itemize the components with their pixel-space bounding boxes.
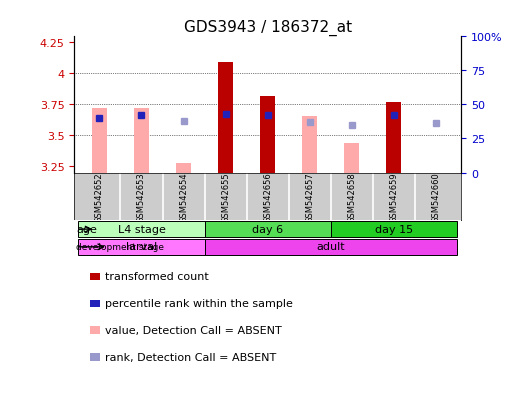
Text: adult: adult [316, 242, 345, 252]
Bar [92, 109, 107, 173]
Bar [260, 97, 275, 173]
Text: GSM542652: GSM542652 [95, 172, 104, 222]
Text: GSM542656: GSM542656 [263, 172, 272, 222]
Title: GDS3943 / 186372_at: GDS3943 / 186372_at [183, 20, 352, 36]
Bar [218, 63, 233, 173]
Bar [331, 222, 457, 237]
Bar [386, 103, 401, 173]
Text: value, Detection Call = ABSENT: value, Detection Call = ABSENT [105, 325, 281, 335]
Text: percentile rank within the sample: percentile rank within the sample [105, 299, 293, 309]
Bar [78, 222, 205, 237]
Bar [205, 239, 457, 255]
Bar [78, 239, 205, 255]
Text: L4 stage: L4 stage [118, 224, 165, 234]
Text: GSM542658: GSM542658 [347, 172, 356, 222]
Text: age: age [76, 225, 97, 235]
Bar [344, 143, 359, 173]
Text: day 15: day 15 [375, 224, 413, 234]
Text: GSM542659: GSM542659 [390, 172, 399, 222]
Text: rank, Detection Call = ABSENT: rank, Detection Call = ABSENT [105, 352, 276, 362]
Text: GSM542653: GSM542653 [137, 172, 146, 222]
Bar [302, 116, 317, 173]
Text: day 6: day 6 [252, 224, 283, 234]
Bar [205, 222, 331, 237]
Text: GSM542654: GSM542654 [179, 172, 188, 222]
Bar [176, 163, 191, 173]
Text: GSM542655: GSM542655 [221, 172, 230, 222]
Text: development stage: development stage [76, 243, 164, 252]
Text: transformed count: transformed count [105, 272, 209, 282]
Text: larval: larval [126, 242, 157, 252]
Bar [134, 109, 149, 173]
Text: GSM542657: GSM542657 [305, 172, 314, 222]
Text: GSM542660: GSM542660 [431, 172, 440, 222]
